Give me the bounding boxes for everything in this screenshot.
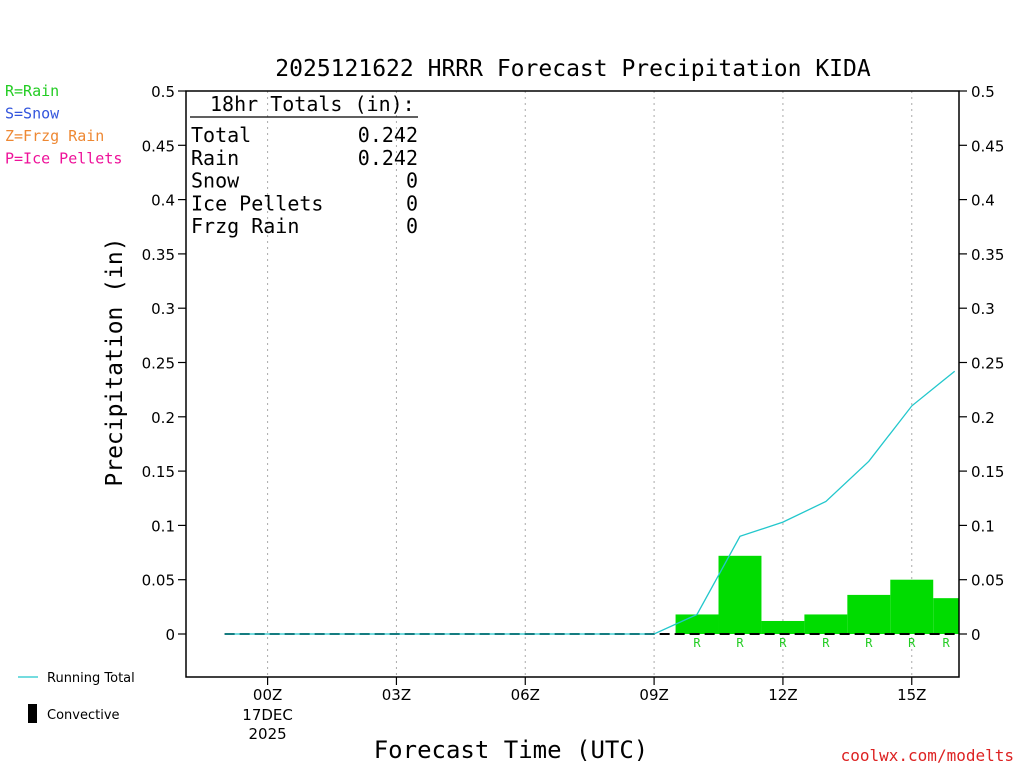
type-legend-item: R=Rain — [5, 82, 59, 100]
y-tick-label-right: 0.3 — [971, 300, 995, 318]
totals-row-value: 0 — [406, 169, 418, 193]
y-tick-label-right: 0.25 — [971, 355, 1004, 373]
series-legend: Running Total Convective — [18, 671, 135, 723]
precip-bar — [804, 614, 848, 634]
y-axis-label: Precipitation (in) — [102, 237, 128, 486]
x-tick-year: 2025 — [249, 725, 287, 743]
y-tick-label-right: 0.15 — [971, 463, 1004, 481]
totals-row-value: 0.242 — [358, 146, 418, 170]
y-tick-label-left: 0.4 — [151, 192, 175, 210]
precip-bar — [718, 555, 762, 634]
precip-type-label: R — [865, 636, 873, 650]
totals-box: 18hr Totals (in): Total 0.242 Rain 0.242 Sno… — [190, 92, 418, 238]
y-axis-ticks: 0.5 0.5 0.45 0.45 0.4 0.4 0.35 0.35 0.3 0.3 0.25 0.… — [142, 83, 1005, 644]
y-tick-label-right: 0.05 — [971, 572, 1004, 590]
y-tick-label-right: 0.5 — [971, 83, 995, 101]
precip-type-label: R — [942, 636, 950, 650]
totals-row-label: Frzg Rain — [191, 214, 299, 238]
precip-bar — [933, 598, 959, 634]
y-tick-label-right: 0.35 — [971, 246, 1004, 264]
totals-row-value: 0 — [406, 214, 418, 238]
y-tick-label-left: 0.15 — [142, 463, 175, 481]
x-tick-label: 12Z — [768, 686, 797, 704]
y-tick-label-left: 0.2 — [151, 409, 175, 427]
convective-swatch — [28, 704, 37, 723]
y-tick-label-left: 0.1 — [151, 517, 175, 535]
y-tick-label-left: 0.5 — [151, 83, 175, 101]
totals-row-value: 0 — [406, 191, 418, 215]
x-tick-date: 17DEC — [242, 706, 293, 724]
precip-bar — [761, 620, 805, 634]
y-tick-label-left: 0.3 — [151, 300, 175, 318]
precip-type-label: R — [779, 636, 787, 650]
y-tick-label-left: 0.05 — [142, 572, 175, 590]
totals-row-label: Rain — [191, 146, 239, 170]
totals-heading: 18hr Totals (in): — [210, 92, 415, 116]
type-legend-item: Z=Frzg Rain — [5, 127, 104, 145]
y-tick-label-left: 0.25 — [142, 355, 175, 373]
y-tick-label-left: 0 — [165, 626, 175, 644]
totals-row-label: Total — [191, 123, 251, 147]
x-tick-label: 03Z — [382, 686, 411, 704]
type-legend-item: S=Snow — [5, 105, 60, 123]
y-tick-label-right: 0.2 — [971, 409, 995, 427]
y-tick-label-right: 0.4 — [971, 192, 995, 210]
totals-row-value: 0.242 — [358, 123, 418, 147]
precip-bar — [675, 614, 719, 634]
precip-type-legend: R=Rain S=Snow Z=Frzg Rain P=Ice Pellets — [5, 82, 122, 168]
precip-bar — [847, 594, 891, 634]
convective-legend-label: Convective — [47, 708, 120, 723]
totals-rows: Total 0.242 Rain 0.242 Snow 0 Ice Pellets 0 Frzg… — [191, 123, 418, 238]
chart-title: 2025121622 HRRR Forecast Precipitation K… — [275, 56, 871, 82]
y-tick-label-right: 0.45 — [971, 137, 1004, 155]
x-axis-label: Forecast Time (UTC) — [374, 736, 649, 764]
type-legend-item: P=Ice Pellets — [5, 150, 122, 168]
x-tick-label: 00Z — [253, 686, 282, 704]
totals-row-label: Ice Pellets — [191, 191, 323, 215]
plot-frame — [185, 90, 960, 678]
running-total-line — [224, 370, 956, 635]
y-tick-label-right: 0.1 — [971, 517, 995, 535]
running-total-legend-label: Running Total — [47, 671, 135, 686]
y-tick-label-right: 0 — [971, 626, 981, 644]
precip-bars — [675, 555, 959, 634]
precip-type-label: R — [736, 636, 744, 650]
credit-text: coolwx.com/modelts — [841, 746, 1014, 765]
precip-type-label: R — [693, 636, 701, 650]
x-tick-label: 15Z — [897, 686, 926, 704]
precip-bar — [890, 579, 934, 634]
totals-row-label: Snow — [191, 169, 240, 193]
y-tick-label-left: 0.45 — [142, 137, 175, 155]
precip-type-label: R — [908, 636, 916, 650]
x-tick-label: 09Z — [639, 686, 668, 704]
vertical-gridlines — [267, 91, 913, 677]
precip-type-label: R — [822, 636, 830, 650]
y-tick-label-left: 0.35 — [142, 246, 175, 264]
x-tick-label: 06Z — [511, 686, 540, 704]
